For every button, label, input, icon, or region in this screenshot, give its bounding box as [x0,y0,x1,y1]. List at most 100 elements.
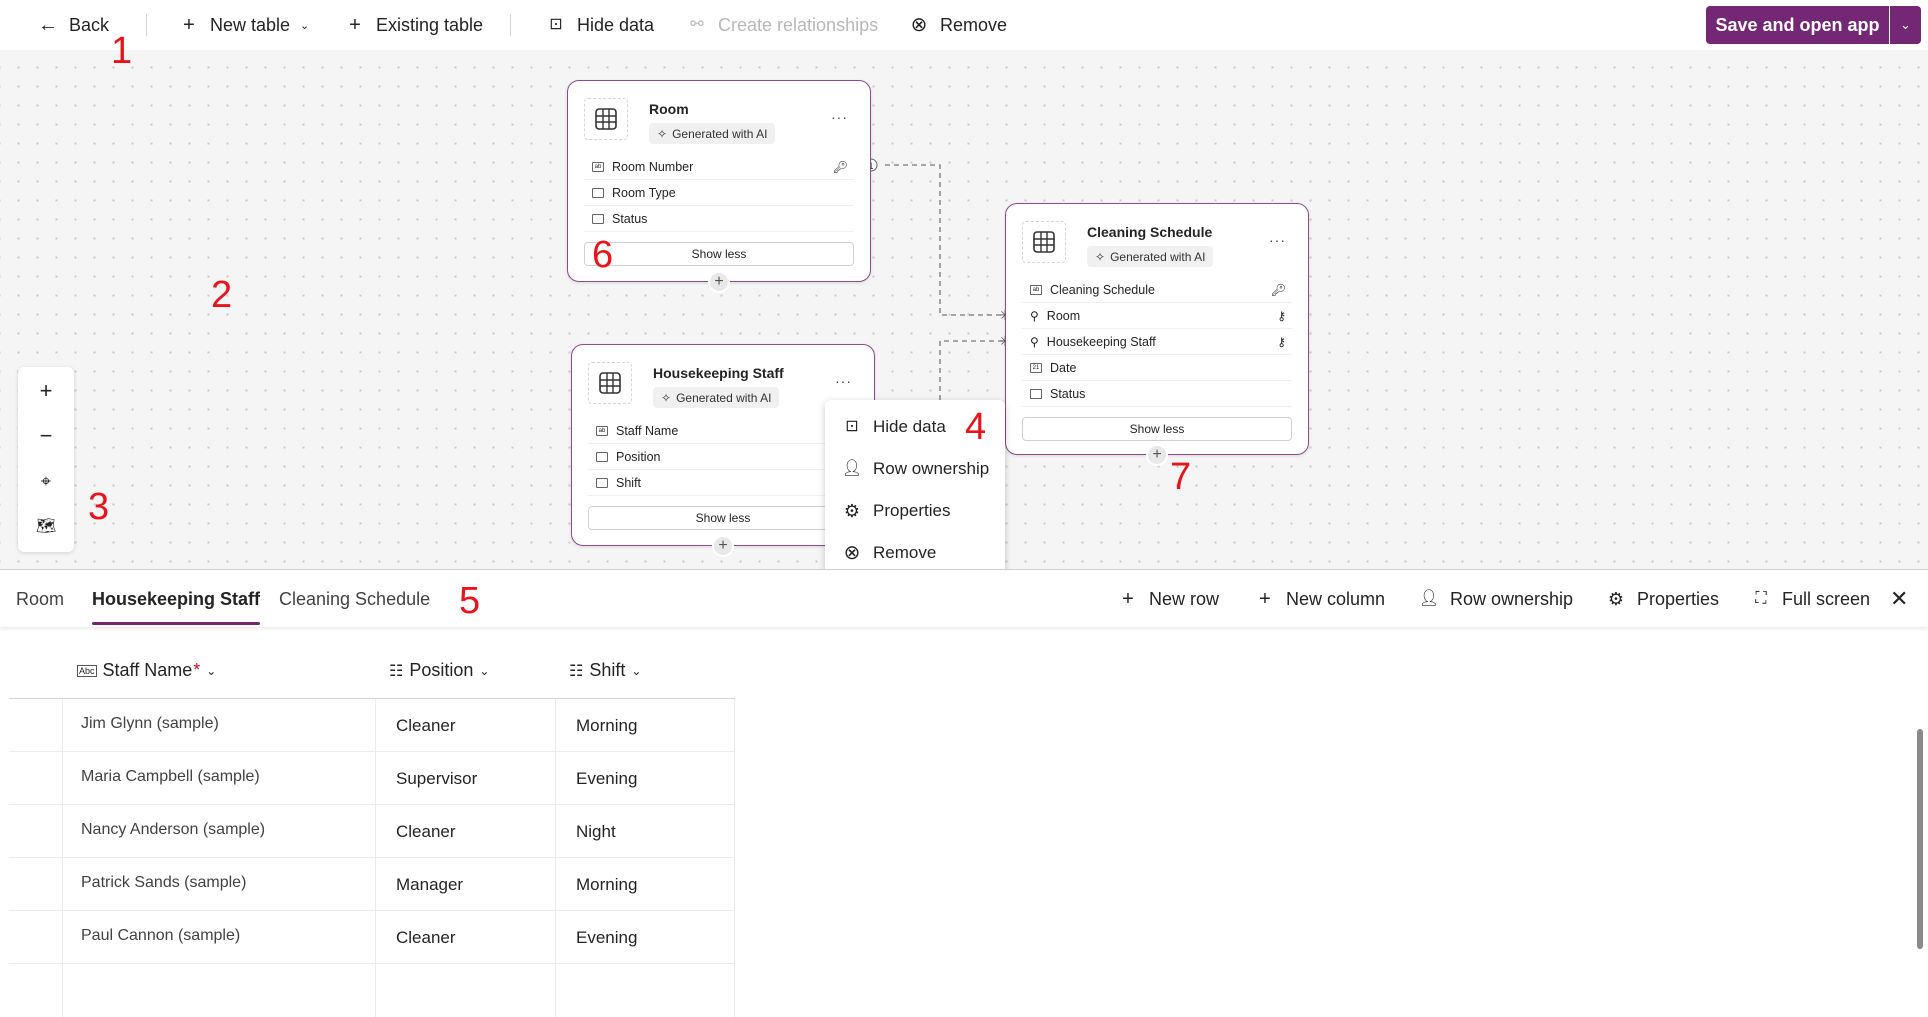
chevron-down-icon: ⌄ [300,19,310,32]
column-header-shift[interactable]: ☷ Shift ⌄ [569,660,642,680]
column-row[interactable]: Position [588,444,858,470]
minimap-button[interactable]: 🗺︎ [18,505,74,547]
add-column-button[interactable]: + [712,535,734,557]
table-row[interactable]: Paul Cannon (sample) Cleaner Evening [9,911,735,964]
column-row[interactable]: Room Type [584,180,854,206]
vertical-scrollbar[interactable] [1916,707,1924,972]
table-cell[interactable]: Maria Campbell (sample) [62,752,375,805]
column-row[interactable]: ⚲ Room ⚷ [1022,303,1292,329]
table-card-housekeeping-staff[interactable]: Housekeeping Staff ✧ Generated with AI ··… [571,344,875,557]
zoom-controls: + − ⌖ 🗺︎ [18,367,74,552]
table-cell[interactable] [555,964,735,1017]
fit-to-screen-button[interactable]: ⌖ [18,460,74,502]
create-relationships-button[interactable]: ⚯ Create relationships [686,0,878,50]
new-row-button[interactable]: + New row [1117,571,1219,627]
data-panel-header: Room Housekeeping Staff Cleaning Schedul… [0,571,1928,627]
table-cell[interactable]: Night [555,805,735,858]
table-row[interactable]: Maria Campbell (sample) Supervisor Evening [9,752,735,805]
tab-housekeeping-staff[interactable]: Housekeeping Staff [92,571,261,627]
table-row-partial [9,964,735,1017]
new-table-button[interactable]: + New table ⌄ [178,0,309,50]
zoom-in-button[interactable]: + [18,370,74,412]
column-row[interactable]: ab Room Number 🔑︎ [584,154,854,180]
menu-item-row-ownership[interactable]: 👤︎ Row ownership [841,459,990,478]
new-column-button[interactable]: + New column [1254,571,1385,627]
properties-button[interactable]: ⚙︎ Properties [1605,571,1719,627]
column-row[interactable]: ⚲ Housekeeping Staff ⚷ [1022,329,1292,355]
column-row[interactable]: ab Cleaning Schedule 🔑︎ [1022,277,1292,303]
existing-table-button[interactable]: + Existing table [344,0,483,50]
connector-room [885,164,1005,316]
column-row[interactable]: ab Staff Name [588,418,858,444]
table-cell[interactable]: Evening [555,911,735,964]
plus-icon: + [1122,588,1134,610]
table-card-room[interactable]: Room ✧ Generated with AI ··· ab Room Numbe… [567,80,871,293]
divider [510,14,511,36]
menu-item-properties[interactable]: ⚙︎ Properties [825,490,1005,532]
column-row[interactable]: Shift [588,470,858,496]
add-column-button[interactable]: + [708,271,730,293]
menu-item-remove[interactable]: ⊗ Remove [825,532,1005,569]
remove-button[interactable]: ⊗ Remove [908,0,1007,50]
back-button[interactable]: ← Back [38,14,110,36]
row-selector[interactable] [9,805,62,858]
column-row[interactable]: Status [584,206,854,232]
table-cell[interactable] [62,964,375,1017]
table-row[interactable]: Nancy Anderson (sample) Cleaner Night [9,805,735,858]
table-cell[interactable]: Patrick Sands (sample) [62,858,375,911]
table-cell[interactable]: Morning [555,858,735,911]
choice-column-icon [592,213,604,224]
table-cell[interactable]: Cleaner [375,911,555,964]
table-cell[interactable]: Cleaner [375,805,555,858]
table-cell[interactable]: Evening [555,752,735,805]
scrollbar-thumb[interactable] [1917,729,1923,949]
more-options-button[interactable]: ··· [835,373,852,389]
show-less-button[interactable]: Show less [588,506,858,530]
column-header-staff-name[interactable]: Abc Staff Name * ⌄ [77,660,217,680]
table-cell[interactable]: Cleaner [375,699,555,752]
row-selector[interactable] [9,911,62,964]
table-row[interactable]: Patrick Sands (sample) Manager Morning [9,858,735,911]
table-icon [588,362,632,404]
table-cell[interactable]: Nancy Anderson (sample) [62,805,375,858]
tab-cleaning-schedule[interactable]: Cleaning Schedule [279,588,431,609]
more-options-button[interactable]: ··· [1269,232,1286,248]
required-indicator: * [193,660,201,680]
choice-column-icon [1030,388,1042,399]
choice-column-icon [596,451,608,462]
zoom-out-button[interactable]: − [18,415,74,457]
row-selector[interactable] [9,858,62,911]
add-column-button[interactable]: + [1146,444,1168,466]
table-cell[interactable]: Jim Glynn (sample) [62,699,375,752]
table-cell[interactable]: Supervisor [375,752,555,805]
close-panel-button[interactable]: ✕ [1890,571,1908,627]
table-row[interactable]: Jim Glynn (sample) Cleaner Morning [9,699,735,752]
tab-room[interactable]: Room [16,588,65,609]
show-less-button[interactable]: Show less [1022,417,1292,441]
column-header-position[interactable]: ☷ Position ⌄ [389,660,490,680]
full-screen-button[interactable]: ⛶ Full screen [1750,571,1870,627]
table-cell[interactable]: Morning [555,699,735,752]
row-selector[interactable] [9,752,62,805]
column-row[interactable]: Status [1022,381,1292,407]
table-cell[interactable]: Manager [375,858,555,911]
row-selector[interactable] [9,699,62,752]
choice-list-icon: ☷ [569,662,584,680]
hide-data-button[interactable]: ⊡ Hide data [545,0,654,50]
more-options-button[interactable]: ··· [831,109,848,125]
row-ownership-button[interactable]: 👤︎ Row ownership [1418,588,1574,609]
save-and-open-app-button[interactable]: Save and open app [1706,6,1889,44]
sparkle-icon: ✧ [1095,249,1106,264]
plus-icon: + [349,14,361,36]
menu-item-hide-data[interactable]: ⊡ Hide data [825,406,1005,448]
table-title: Room [649,101,689,117]
table-card-cleaning-schedule[interactable]: Cleaning Schedule ✧ Generated with AI ···… [1005,203,1309,466]
annotation-3: 3 [88,486,110,528]
diagram-canvas[interactable]: 1 ✳ ✳ Room ✧Generated with AI ··· abRoom… [0,50,1928,570]
table-cell[interactable]: Paul Cannon (sample) [62,911,375,964]
show-less-button[interactable]: Show less [584,242,854,266]
table-cell[interactable] [375,964,555,1017]
column-row[interactable]: 21 Date [1022,355,1292,381]
full-screen-icon: ⛶ [1755,590,1767,607]
save-options-dropdown[interactable]: ⌄ [1890,6,1921,44]
